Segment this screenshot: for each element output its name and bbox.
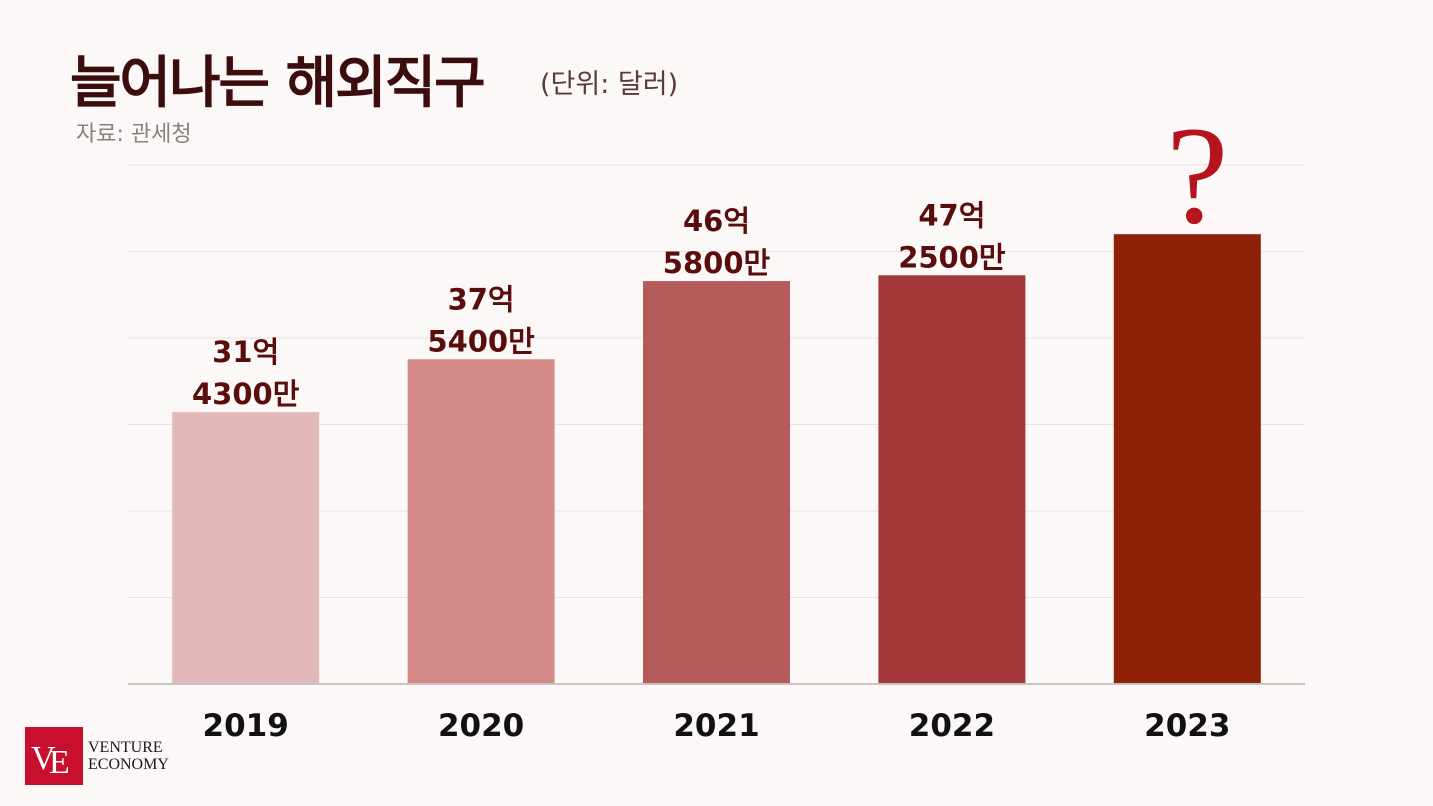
bar-2019 [172,412,320,684]
bar-2021 [643,281,790,684]
x-tick-label: 2019 [203,708,289,744]
venture-economy-logo: V E VENTURE ECONOMY [25,727,185,785]
data-label-2020: 5400만 [427,324,535,358]
x-tick-label: 2021 [673,708,759,744]
bar-2020 [407,359,555,684]
source-label: 자료: 관세청 [76,122,192,147]
data-label-2020: 37억 [448,282,515,316]
data-label-2021: 5800만 [663,246,771,280]
chart-title: 늘어나는 해외직구 [70,51,486,116]
data-label-question: ? [1166,98,1228,253]
logo-text-economy: ECONOMY [88,756,169,773]
bar-2022 [878,275,1026,684]
ve-logo-mark: V E [25,727,83,785]
svg-text:E: E [49,744,70,781]
x-tick-label: 2023 [1144,708,1230,744]
data-label-2021: 46억 [683,204,750,238]
data-label-2022: 2500만 [898,240,1006,274]
data-label-2022: 47억 [918,198,985,232]
logo-text-venture: VENTURE [88,739,163,756]
x-tick-label: 2022 [909,708,995,744]
bar-2023 [1113,234,1261,684]
unit-label: (단위: 달러) [540,69,679,100]
data-label-2019: 31억 [212,335,279,369]
x-tick-label: 2020 [438,708,524,744]
data-label-2019: 4300만 [192,377,300,411]
svg-text:V: V [31,740,56,777]
